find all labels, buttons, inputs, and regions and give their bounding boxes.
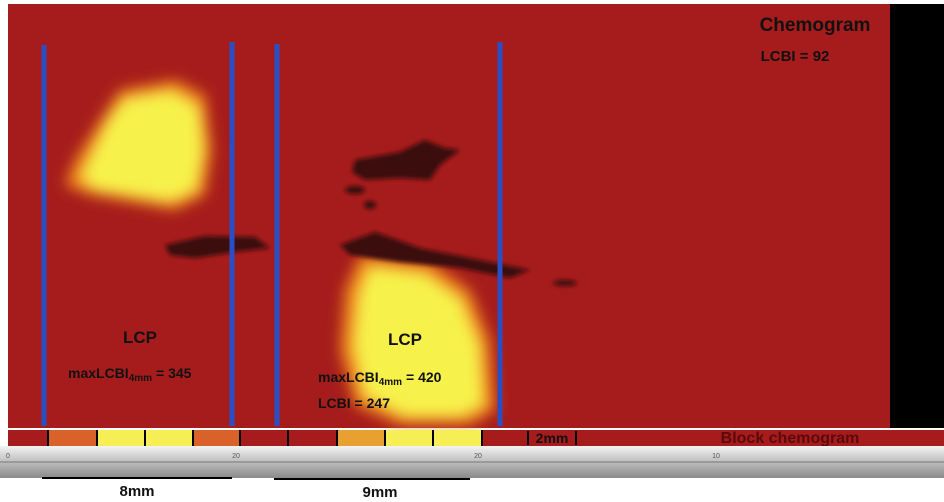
- scale-bar-label: 9mm: [362, 484, 397, 501]
- text: = 420: [406, 369, 442, 385]
- text: maxLCBI: [318, 369, 379, 385]
- block-title: Block chemogram: [721, 430, 860, 447]
- lcp-label: LCP: [388, 330, 422, 349]
- text: = 345: [156, 365, 192, 381]
- ruler-label: 20: [232, 453, 240, 460]
- block: [385, 430, 433, 446]
- lcbi-label: LCBI = 92: [761, 48, 830, 65]
- scale-bar-label: 8mm: [119, 483, 154, 500]
- text: 4mm: [129, 373, 152, 384]
- chemogram-title: Chemogram: [760, 15, 871, 36]
- block: [337, 430, 385, 446]
- lcbi-label: LCBI = 247: [318, 395, 390, 411]
- dark-region: [345, 186, 365, 194]
- black-edge: [890, 4, 944, 428]
- ruler: 0 20 20 10: [0, 446, 944, 478]
- block: [48, 430, 97, 446]
- block-chemogram: 2mm Block chemogram: [8, 430, 944, 447]
- ruler-label: 20: [474, 453, 482, 460]
- ruler-label: 10: [712, 453, 720, 460]
- text: maxLCBI: [68, 365, 129, 381]
- block: [433, 430, 482, 446]
- block: [193, 430, 240, 446]
- figure: Chemogram LCBI = 92 LCP maxLCBI4mm= 345 …: [0, 0, 944, 502]
- block: [145, 430, 193, 446]
- dark-region: [364, 201, 376, 209]
- block: [97, 430, 145, 446]
- lcp-label: LCP: [123, 328, 157, 347]
- dark-region: [553, 280, 577, 286]
- ruler-label: 0: [6, 453, 10, 460]
- scale-label: 2mm: [536, 430, 569, 446]
- text: 4mm: [379, 377, 402, 388]
